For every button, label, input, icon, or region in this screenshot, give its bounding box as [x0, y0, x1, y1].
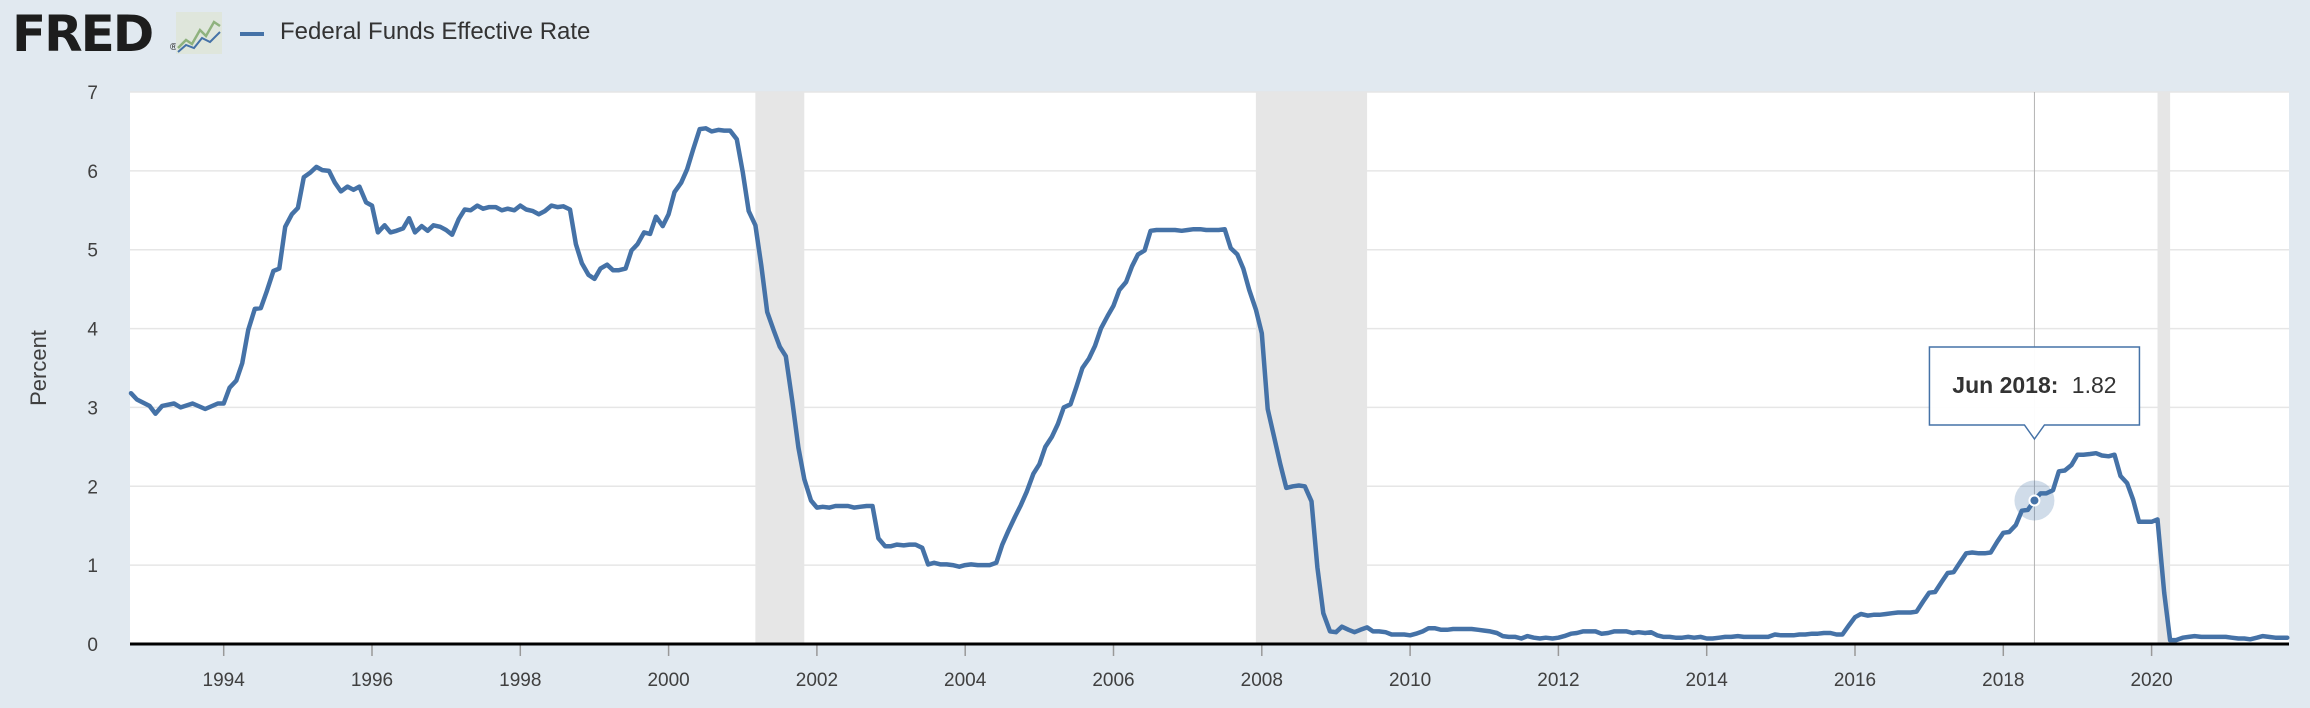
- x-tick-label: 2012: [1537, 670, 1579, 691]
- x-tick-label: 2006: [1092, 670, 1134, 691]
- y-tick-label: 4: [87, 320, 98, 341]
- y-tick-label: 0: [87, 635, 98, 656]
- recession-band-1: [755, 92, 805, 644]
- x-tick-label: 2016: [1834, 670, 1876, 691]
- x-tick-label: 2002: [796, 670, 838, 691]
- tooltip: Jun 2018: 1.82: [1928, 346, 2141, 441]
- y-tick-label: 6: [87, 162, 98, 183]
- x-tick-label: 2020: [2130, 670, 2172, 691]
- x-tick-label: 1994: [203, 670, 246, 691]
- x-tick-label: 2004: [944, 670, 987, 691]
- tooltip-box: [1928, 346, 2141, 441]
- x-tick-label: 2010: [1389, 670, 1431, 691]
- y-tick-label: 1: [87, 556, 98, 577]
- x-tick-label: 2018: [1982, 670, 2024, 691]
- y-axis-ticks: 0 1 2 3 4 5 6 7: [87, 83, 98, 656]
- y-tick-label: 7: [87, 83, 98, 104]
- x-tick-label: 2014: [1686, 670, 1729, 691]
- series-line-federal-funds[interactable]: [128, 126, 2290, 643]
- header: FRED ® Federal Funds Effective Rate: [0, 0, 2310, 70]
- recession-bands: [755, 92, 2171, 644]
- y-tick-label: 3: [87, 398, 98, 419]
- y-tick-label: 2: [87, 477, 98, 498]
- tooltip-date: Jun 2018:: [1952, 372, 2058, 398]
- x-tick-label: 2000: [647, 670, 689, 691]
- hover-marker[interactable]: [2028, 494, 2041, 507]
- recession-band-2: [1255, 92, 1368, 644]
- registered-mark: ®: [170, 42, 178, 53]
- fred-logo[interactable]: FRED: [12, 5, 154, 63]
- legend-swatch: [240, 32, 264, 36]
- y-tick-label: 5: [87, 241, 98, 262]
- legend-series-label: Federal Funds Effective Rate: [280, 18, 591, 45]
- x-axis-ticks: 1994 1996 1998 2000 2002 2004 2006 2008 2010 2012…: [203, 644, 2173, 691]
- tooltip-value: 1.82: [2072, 372, 2117, 398]
- x-tick-label: 1998: [499, 670, 541, 691]
- x-tick-label: 2008: [1241, 670, 1283, 691]
- gridlines: [130, 91, 2289, 566]
- recession-band-3: [2157, 92, 2171, 644]
- x-tick-label: 1996: [351, 670, 393, 691]
- line-graph-icon: [176, 12, 222, 54]
- y-axis-title: Percent: [26, 330, 51, 406]
- svg-text:Jun 2018: 1.82: Jun 2018: 1.82: [1952, 372, 2116, 398]
